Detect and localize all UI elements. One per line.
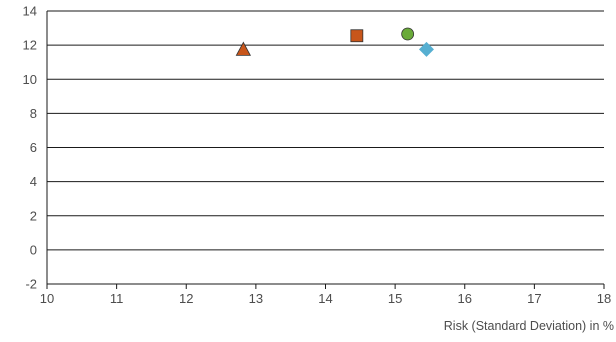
x-tick-label: 11	[110, 291, 124, 306]
square-marker	[350, 29, 364, 43]
x-tick-label: 12	[179, 291, 193, 306]
x-tick-label: 18	[597, 291, 611, 306]
x-tick-label: 15	[388, 291, 402, 306]
y-tick-label: 0	[30, 242, 37, 257]
y-tick-label: 14	[23, 4, 37, 19]
x-axis-title: Risk (Standard Deviation) in %	[444, 319, 614, 333]
y-tick-label: 10	[23, 72, 37, 87]
y-tick-label: 8	[30, 106, 37, 121]
y-tick-label: 6	[30, 140, 37, 155]
y-tick-label: 2	[30, 208, 37, 223]
gridlines	[47, 10, 604, 251]
axes	[46, 11, 605, 289]
tick-labels: -2 0 2 4 6 8 10 12 14 10 11 12 13 14 15 16 17 18	[23, 4, 612, 307]
x-tick-label: 16	[458, 291, 472, 306]
diamond-marker	[418, 41, 434, 57]
x-tick-label: 10	[40, 291, 54, 306]
circle-marker	[401, 27, 415, 41]
data-points	[235, 27, 434, 57]
x-tick-label: 14	[318, 291, 332, 306]
x-tick-label: 13	[249, 291, 263, 306]
y-tick-label: -2	[25, 277, 37, 292]
y-tick-label: 4	[30, 174, 37, 189]
triangle-marker	[235, 41, 252, 56]
y-tick-label: 12	[23, 38, 37, 53]
x-tick-label: 17	[527, 291, 541, 306]
